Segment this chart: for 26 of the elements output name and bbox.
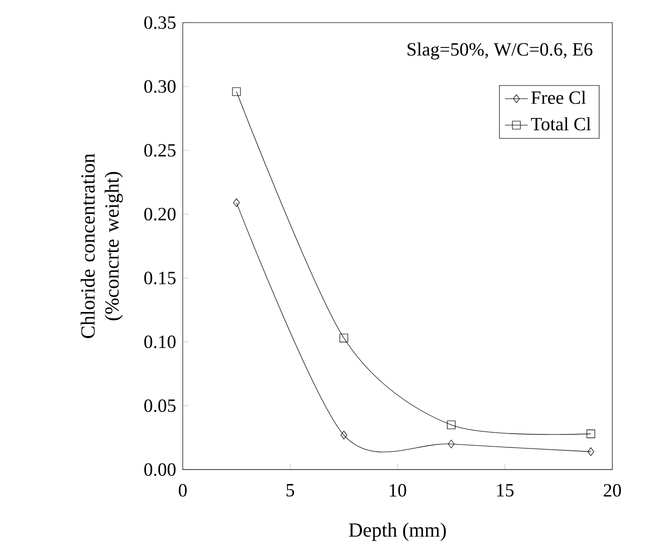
y-tick-label: 0.10: [144, 335, 176, 348]
y-tick-label: 0.35: [144, 16, 176, 29]
x-tick-label: 20: [604, 484, 621, 497]
x-tick-label: 10: [390, 484, 406, 497]
x-tick-label: 0: [178, 484, 187, 497]
x-tick-label: 15: [497, 484, 514, 496]
annotation: Slag=50%, W/C=0.6, E6: [408, 42, 592, 60]
point: [340, 334, 348, 342]
y-tick-label: 0.30: [144, 80, 176, 93]
point: [588, 447, 594, 456]
y-tick-label: 0.20: [144, 208, 176, 220]
point: [446, 420, 456, 430]
legend-label: Total Cl: [531, 117, 591, 130]
point: [586, 429, 596, 438]
y-tick-label: 0.15: [144, 272, 176, 284]
point: [448, 440, 454, 448]
legend-label: Free Cl: [531, 90, 586, 104]
y-tick-label: 0.25: [144, 144, 176, 157]
point: [233, 198, 240, 207]
y-tick-label: 0.00: [144, 463, 176, 476]
y-tick-label: 0.05: [144, 399, 176, 412]
y-axis-title: Chloride concentration (%concrte weight): [80, 153, 123, 338]
x-tick-label: 5: [286, 484, 294, 496]
point: [232, 87, 241, 96]
point: [340, 430, 348, 440]
x-axis-title: Depth (mm): [348, 522, 446, 541]
